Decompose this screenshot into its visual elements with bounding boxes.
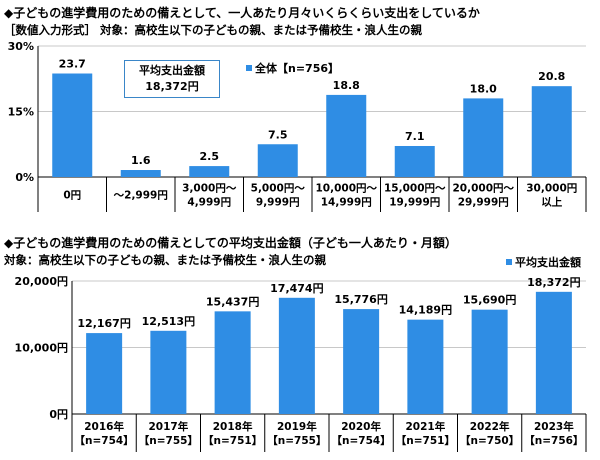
chart2-bar — [150, 330, 187, 414]
chart2-bar — [214, 311, 251, 414]
chart2-category-label: 【n=751】 — [396, 434, 455, 447]
chart1-bar — [52, 73, 93, 177]
chart1-y-tick-label: 0% — [15, 171, 34, 184]
chart2-value-label: 15,690円 — [463, 294, 516, 307]
chart1-average-value: 18,372円 — [145, 80, 199, 93]
chart1-average-title: 平均支出金額 — [139, 64, 205, 77]
chart2-bar — [407, 319, 444, 414]
chart2-subtitle: 対象：高校生以下の子どもの親、または予備校生・浪人生の親 — [4, 253, 326, 267]
chart2-value-label: 12,513円 — [142, 315, 195, 328]
chart1-value-label: 7.5 — [268, 128, 288, 141]
chart2-category-label: 2021年 — [406, 420, 446, 433]
chart1-value-label: 23.7 — [59, 58, 86, 71]
chart1-category-label: 10,000円～ — [315, 183, 377, 195]
chart1-category-label: 4,999円 — [187, 197, 231, 209]
chart1-value-label: 18.8 — [333, 79, 360, 92]
chart1-category-label: 30,000円 — [526, 183, 577, 195]
chart1-category-label: 20,000円～ — [452, 183, 514, 195]
chart1-value-label: 7.1 — [405, 130, 425, 143]
chart2-legend-swatch — [506, 259, 512, 265]
chart1-legend-label: 全体【n=756】 — [255, 62, 340, 75]
chart2-value-label: 18,372円 — [527, 276, 580, 289]
chart2-category-label: 2023年 — [534, 420, 574, 433]
chart1-bar — [257, 144, 298, 177]
chart1-category-label: 19,999円 — [389, 197, 440, 209]
chart1-category-label: 3,000円～ — [182, 183, 237, 195]
chart1-category-label: 14,999円 — [321, 197, 372, 209]
chart1-category-label: 以上 — [541, 196, 562, 209]
chart1-category-label: 9,999円 — [256, 197, 300, 209]
chart2-category-label: 【n=755】 — [139, 434, 198, 447]
chart1-category-label: 5,000円～ — [251, 183, 306, 195]
chart1-category-label: ～2,999円 — [114, 190, 168, 202]
chart2-category-label: 【n=754】 — [75, 434, 134, 447]
chart2-category-label: 2016年 — [84, 420, 124, 433]
chart1-y-tick-label: 15% — [8, 106, 34, 119]
chart1-category-label: 15,000円～ — [384, 183, 446, 195]
chart2-category-label: 【n=754】 — [332, 434, 391, 447]
chart1-legend-swatch — [246, 65, 252, 71]
chart2-category-label: 【n=750】 — [460, 434, 519, 447]
chart2-legend-label: 平均支出金額 — [515, 256, 581, 269]
chart2-y-tick-label: 0円 — [49, 408, 68, 421]
chart2-category-label: 2017年 — [149, 420, 189, 433]
chart2-value-label: 15,776円 — [334, 293, 387, 306]
chart2-bar — [471, 309, 508, 414]
chart1-bar — [120, 170, 161, 177]
chart2-value-label: 17,474円 — [270, 282, 323, 295]
chart2-bar — [86, 333, 123, 414]
chart1-average-box: 平均支出金額 18,372円 — [124, 60, 220, 98]
chart2-bar — [278, 297, 315, 414]
chart1-value-label: 1.6 — [131, 154, 151, 167]
chart1-bar — [463, 98, 504, 177]
chart1-bar — [531, 86, 572, 177]
chart1-bar — [394, 145, 435, 177]
chart1-legend: 全体【n=756】 — [246, 60, 339, 76]
chart1-title: ◆子どもの進学費用のための備えとして、一人あたり月々いくらくらい支出をしているか — [4, 6, 480, 20]
chart1-category-label: 29,999円 — [458, 197, 509, 209]
chart2-category-label: 2018年 — [213, 420, 253, 433]
chart2-bar — [535, 291, 572, 414]
chart2-category-label: 2019年 — [277, 420, 317, 433]
chart1-value-label: 2.5 — [200, 150, 220, 163]
chart2-bar — [343, 309, 380, 414]
chart2-value-label: 14,189円 — [399, 304, 452, 317]
chart2-title: ◆子どもの進学費用のための備えとしての平均支出金額（子ども一人あたり・月額） — [4, 236, 457, 250]
chart1-bar — [326, 94, 367, 177]
chart2-legend: 平均支出金額 — [506, 254, 581, 270]
chart2-category-label: 2022年 — [470, 420, 510, 433]
chart2-value-label: 12,167円 — [77, 317, 130, 330]
chart2-y-tick-label: 20,000円 — [15, 275, 68, 288]
chart1-value-label: 18.0 — [470, 82, 497, 95]
chart2-category-label: 【n=755】 — [267, 434, 326, 447]
chart2-value-label: 15,437円 — [206, 295, 259, 308]
chart2-category-label: 2020年 — [341, 420, 381, 433]
chart1-y-tick-label: 30% — [8, 40, 34, 53]
chart1-subtitle: ［数値入力形式］ 対象：高校生以下の子どもの親、または予備校生・浪人生の親 — [4, 23, 422, 37]
chart2-category-label: 【n=751】 — [203, 434, 262, 447]
chart2-category-label: 【n=756】 — [524, 434, 583, 447]
chart1-value-label: 20.8 — [538, 70, 565, 83]
chart2-y-tick-label: 10,000円 — [15, 342, 68, 355]
chart1-category-label: 0円 — [63, 190, 81, 202]
chart1-bar — [189, 166, 230, 177]
